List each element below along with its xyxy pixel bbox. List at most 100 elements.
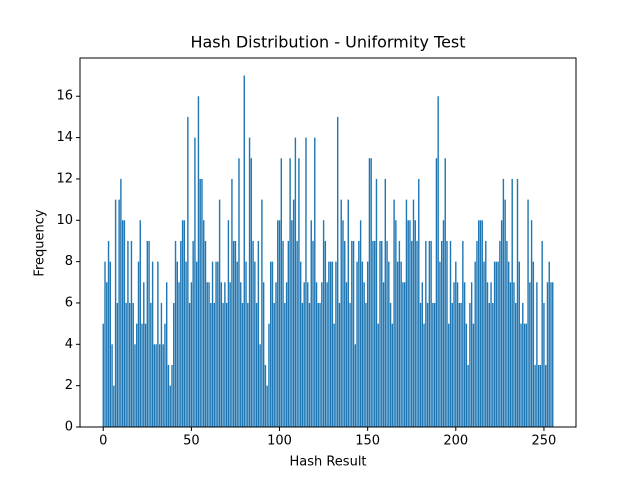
bar — [180, 240, 182, 427]
y-tick-label: 16 — [56, 89, 73, 104]
bar — [456, 282, 459, 427]
bar — [264, 364, 267, 427]
bar — [268, 323, 270, 427]
bar — [472, 323, 475, 427]
bar — [400, 261, 402, 427]
bar — [176, 261, 178, 427]
bar — [204, 240, 207, 427]
bar — [299, 261, 302, 427]
bar — [349, 302, 351, 427]
bar — [102, 323, 104, 427]
bar — [537, 364, 540, 427]
x-tick-label: 100 — [267, 434, 292, 449]
bar — [433, 302, 436, 427]
bar — [123, 220, 126, 427]
bar — [335, 261, 337, 427]
bar — [289, 158, 291, 427]
bar — [157, 261, 159, 427]
bar — [174, 240, 177, 427]
bar — [210, 302, 212, 427]
bar — [368, 158, 371, 427]
bar — [153, 344, 156, 427]
bar — [546, 282, 549, 427]
y-tick-label: 8 — [65, 254, 73, 269]
bar — [301, 302, 304, 427]
bar — [448, 323, 450, 427]
bar — [280, 158, 282, 427]
y-tick-label: 0 — [65, 420, 73, 435]
bar — [467, 364, 469, 427]
bar — [148, 240, 150, 427]
bar — [548, 261, 550, 427]
bar — [158, 344, 161, 427]
bar — [333, 323, 335, 427]
bar — [292, 199, 295, 427]
bar — [231, 178, 233, 427]
bar — [407, 220, 409, 427]
bar — [453, 282, 455, 427]
bar — [181, 220, 184, 427]
bar — [486, 282, 489, 427]
bar — [500, 220, 503, 427]
bar — [294, 137, 297, 427]
bar — [342, 220, 344, 427]
bar — [130, 240, 133, 427]
bar — [132, 302, 134, 427]
bar — [351, 240, 353, 427]
bar — [518, 261, 520, 427]
x-tick-label: 0 — [99, 434, 107, 449]
y-axis-label: Frequency — [33, 209, 48, 276]
bar — [238, 158, 240, 427]
bar — [185, 261, 187, 427]
bar — [446, 240, 448, 427]
bar — [225, 302, 228, 427]
bar — [169, 385, 171, 427]
bar — [188, 302, 191, 427]
bar — [439, 261, 441, 427]
bar — [382, 282, 385, 427]
bar — [322, 220, 325, 427]
bar — [386, 240, 388, 427]
bar — [481, 220, 483, 427]
bar — [197, 96, 200, 427]
bar — [173, 302, 175, 427]
bar — [303, 282, 305, 427]
bar — [208, 282, 210, 427]
bar — [523, 323, 526, 427]
bar — [266, 385, 268, 427]
y-tick-label: 12 — [56, 171, 73, 186]
bar — [497, 261, 499, 427]
bar — [262, 282, 265, 427]
bar — [352, 240, 355, 427]
bar — [370, 158, 372, 427]
bar — [544, 364, 547, 427]
bar — [476, 240, 478, 427]
x-tick-label: 150 — [355, 434, 380, 449]
bar — [284, 302, 286, 427]
bar — [236, 261, 238, 427]
bar — [414, 220, 416, 427]
bar — [483, 261, 485, 427]
bar — [458, 302, 461, 427]
bar — [502, 178, 505, 427]
bar — [282, 240, 284, 427]
bar — [277, 220, 279, 427]
bar — [460, 302, 462, 427]
bar — [379, 240, 381, 427]
bar — [285, 282, 288, 427]
bar — [127, 240, 129, 427]
bar — [229, 282, 231, 427]
bar — [315, 282, 318, 427]
bar — [525, 323, 528, 427]
bar — [137, 261, 140, 427]
bar — [194, 137, 196, 427]
bar — [248, 137, 251, 427]
bar — [227, 220, 230, 427]
bar — [329, 261, 332, 427]
chart-title: Hash Distribution - Uniformity Test — [190, 33, 465, 52]
bar — [310, 220, 312, 427]
bar — [532, 261, 535, 427]
bar — [312, 240, 314, 427]
x-tick-label: 50 — [183, 434, 200, 449]
bar — [485, 240, 487, 427]
